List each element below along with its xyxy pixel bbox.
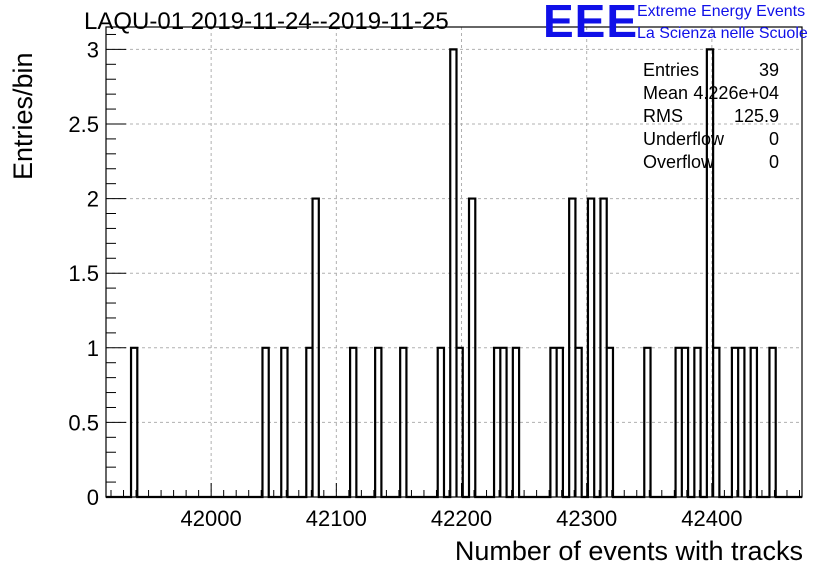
y-tick-label: 1 (87, 336, 99, 361)
y-tick-label: 2 (87, 187, 99, 212)
plot-frame (105, 26, 803, 498)
y-axis-label: Entries/bin (8, 52, 38, 180)
x-tick-label: 42100 (306, 506, 367, 531)
stat-label-mean: Mean (643, 83, 689, 103)
x-tick-label: 42300 (556, 506, 617, 531)
logo-line-2: La Scienza nelle Scuole (637, 25, 808, 42)
stat-value-underflow: 0 (768, 129, 779, 149)
y-tick-label: 3 (87, 37, 99, 62)
stat-value-entries: 39 (758, 60, 779, 80)
x-tick-label: 42400 (681, 506, 742, 531)
logo-line-1: Extreme Energy Events (637, 3, 806, 20)
eee-logo: EEE (543, 0, 639, 47)
y-tick-label: 0 (87, 485, 99, 510)
stat-value-rms: 125.9 (733, 106, 779, 126)
stat-value-overflow: 0 (768, 152, 779, 172)
x-tick-label: 42200 (431, 506, 492, 531)
stat-value-mean: 4.226e+04 (693, 83, 779, 103)
chart-title: LAQU-01 2019-11-24--2019-11-25 (84, 8, 449, 35)
x-axis-label: Number of events with tracks (454, 536, 803, 566)
x-axis: 42000 42100 42200 42300 42400 (110, 483, 800, 531)
stat-label-underflow: Underflow (643, 129, 725, 149)
y-tick-label: 2.5 (68, 112, 99, 137)
y-tick-label: 1.5 (68, 261, 99, 286)
stat-label-rms: RMS (643, 106, 683, 126)
stat-label-entries: Entries (643, 60, 700, 80)
y-tick-label: 0.5 (68, 410, 99, 435)
stat-label-overflow: Overflow (643, 152, 715, 172)
x-tick-label: 42000 (181, 506, 242, 531)
y-axis: 0 0.5 1 1.5 2 2.5 3 (68, 33, 126, 510)
axes-frame (105, 26, 803, 498)
